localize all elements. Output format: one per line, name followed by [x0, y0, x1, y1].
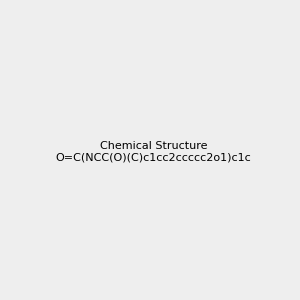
- Text: Chemical Structure
O=C(NCC(O)(C)c1cc2ccccc2o1)c1c: Chemical Structure O=C(NCC(O)(C)c1cc2ccc…: [56, 141, 252, 162]
